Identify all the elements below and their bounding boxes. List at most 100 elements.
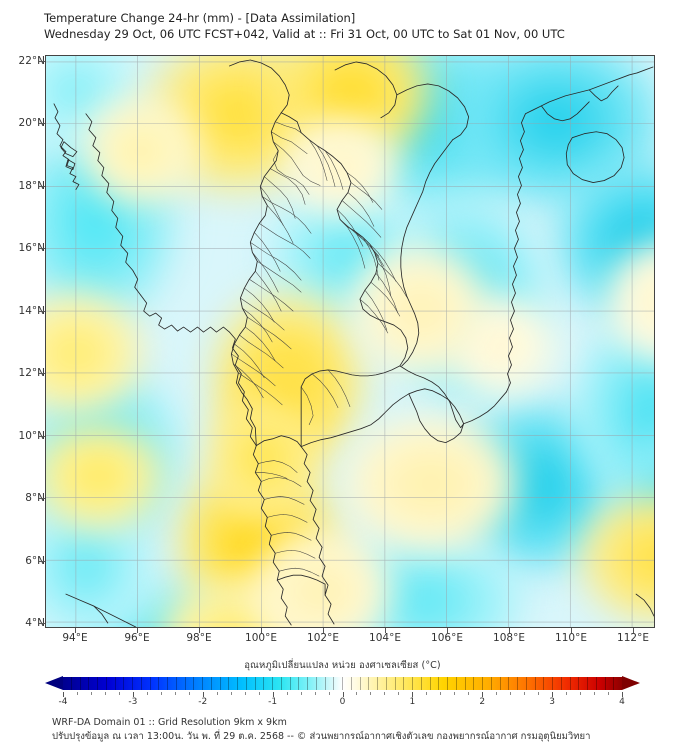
colorbar-major-tick	[482, 692, 484, 697]
coastline-andaman-islands	[53, 103, 80, 190]
x-tick-mark	[385, 628, 386, 633]
province-boundaries-isan-18	[316, 145, 336, 187]
colorbar-minor-tick	[258, 692, 260, 695]
figure-title-block: Temperature Change 24-hr (mm) - [Data As…	[44, 10, 664, 42]
y-tick-mark	[39, 561, 45, 562]
province-boundaries-east-1	[300, 386, 314, 425]
x-tick-mark	[571, 628, 572, 633]
province-boundaries-north-3	[272, 141, 321, 186]
coastline-mekong-delta	[463, 391, 507, 425]
border-thailand-laos	[300, 132, 409, 367]
province-boundaries-central-9	[249, 278, 294, 312]
x-tick-mark	[509, 628, 510, 633]
y-tick-label: 22°N	[18, 55, 45, 67]
footer-block: WRF-DA Domain 01 :: Grid Resolution 9km …	[52, 716, 672, 744]
border-myanmar-china-north	[228, 59, 290, 114]
province-boundaries-south-8	[255, 472, 288, 479]
colorbar-minor-tick	[566, 692, 568, 695]
colorbar-extend-low-arrow	[45, 676, 63, 690]
province-boundaries-central-5	[250, 242, 302, 281]
y-tick-mark	[39, 61, 45, 62]
colorbar-extend-high-arrow	[622, 676, 640, 690]
colorbar-gradient	[63, 677, 622, 690]
x-tick-mark	[323, 628, 324, 633]
colorbar-minor-tick	[104, 692, 106, 695]
province-boundaries-bangkok-8	[238, 372, 283, 406]
coastline-vietnam-east	[506, 113, 526, 393]
province-boundaries-south-4	[270, 532, 312, 541]
x-tick-label: 100°E	[245, 632, 277, 644]
coastline-tonkin-bay	[540, 101, 590, 122]
province-boundaries-east-3	[327, 369, 351, 408]
province-boundaries-east-2	[311, 373, 339, 409]
border-thailand-malaysia	[276, 574, 326, 596]
province-boundaries-isan-16	[359, 298, 389, 334]
y-tick-mark	[39, 186, 45, 187]
x-tick-mark	[261, 628, 262, 633]
coastline-myanmar-west	[85, 113, 142, 296]
colorbar-minor-tick	[90, 692, 92, 695]
province-boundaries-north-1	[274, 121, 302, 134]
footer-line-1: WRF-DA Domain 01 :: Grid Resolution 9km …	[52, 717, 287, 728]
border-laos-myanmar	[280, 112, 302, 134]
y-tick-mark	[39, 373, 45, 374]
colorbar-minor-tick	[188, 692, 190, 695]
province-boundaries-bangkok-2	[247, 316, 292, 350]
x-tick-mark	[75, 628, 76, 633]
province-boundaries-central-1	[262, 196, 312, 234]
province-boundaries-isan-11	[374, 253, 392, 297]
warm-blob-sw-andaman-2	[46, 416, 171, 536]
coastline-sumatra	[65, 593, 137, 627]
y-tick-label: 16°N	[18, 242, 45, 254]
x-tick-label: 106°E	[431, 632, 463, 644]
x-tick-label: 94°E	[62, 632, 88, 644]
y-tick-label: 20°N	[18, 117, 45, 129]
y-tick-label: 8°N	[25, 492, 45, 504]
colorbar-minor-tick	[244, 692, 246, 695]
colorbar-tick-label: 1	[409, 697, 416, 707]
border-laos-china	[334, 61, 398, 119]
y-tick-label: 14°N	[18, 305, 45, 317]
province-boundaries-isan-10	[369, 244, 397, 282]
province-boundaries-central-8	[255, 270, 282, 312]
colorbar-minor-tick	[384, 692, 386, 695]
province-boundaries-bangkok-5	[234, 343, 265, 379]
colorbar-major-tick	[622, 692, 623, 697]
colorbar: อุณหภูมิเปลี่ยนแปลง หน่วย องศาเซลเซียส (…	[45, 658, 640, 708]
y-tick-label: 18°N	[18, 180, 45, 192]
province-boundaries-isan-4	[341, 200, 382, 238]
province-boundaries-north-4	[272, 150, 310, 195]
colorbar-minor-tick	[370, 692, 372, 695]
temperature-anomaly-field	[46, 56, 654, 627]
warm-blob-andaman-north	[196, 386, 331, 531]
coastline-nicobar	[60, 141, 78, 158]
colorbar-title: อุณหภูมิเปลี่ยนแปลง หน่วย องศาเซลเซียส (…	[244, 660, 441, 671]
province-boundaries-isan-1	[346, 172, 374, 203]
coastline-gulf-east	[300, 393, 410, 448]
y-tick-label: 6°N	[25, 555, 45, 567]
colorbar-minor-tick	[524, 692, 526, 695]
province-boundaries-isan-6	[339, 219, 380, 257]
province-boundaries-central-10	[244, 287, 275, 323]
colorbar-tick-label: 4	[619, 697, 625, 707]
map-boundaries	[53, 59, 654, 627]
coastline-sumatra-inner	[93, 605, 109, 624]
province-boundaries-south-1	[261, 477, 302, 487]
colorbar-minor-tick	[286, 692, 288, 695]
colorbar-minor-tick	[174, 692, 176, 695]
warm-blob-gulf-central	[336, 411, 526, 556]
colorbar-minor-tick	[496, 692, 498, 695]
figure-title-line-1: Temperature Change 24-hr (mm) - [Data As…	[44, 11, 356, 25]
province-boundaries-isan-13	[375, 272, 399, 314]
colorbar-minor-tick	[118, 692, 120, 695]
colorbar-minor-tick	[454, 692, 456, 695]
province-boundaries-bangkok-7	[233, 363, 264, 399]
border-vietnam-china	[396, 83, 470, 141]
colorbar-minor-tick	[356, 692, 358, 695]
province-boundaries-isan-19	[308, 139, 328, 181]
y-tick-mark	[39, 436, 45, 437]
coastline-peninsula-east	[300, 446, 335, 625]
x-tick-label: 104°E	[369, 632, 401, 644]
province-boundaries-south-7	[258, 460, 298, 473]
border-laos-vietnam	[400, 139, 454, 367]
